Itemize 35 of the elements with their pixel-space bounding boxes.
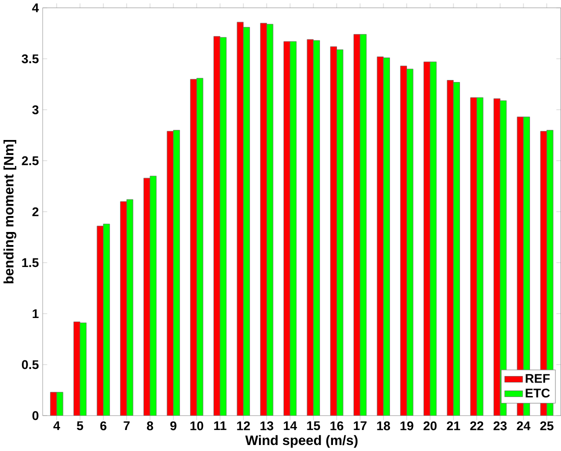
x-tick-label: 11 (214, 421, 226, 430)
x-tick-label: 21 (446, 421, 460, 430)
x-tick-label: 10 (190, 421, 204, 430)
y-axis-title: bending moment [Nm] (4, 140, 16, 284)
x-tick-label: 4 (53, 421, 60, 430)
x-tick-label: 14 (284, 421, 297, 430)
x-tick-label: 24 (516, 421, 530, 430)
x-tick-label: 13 (260, 421, 274, 430)
x-tick-label: 17 (354, 421, 367, 430)
y-tick-label: 1.5 (22, 258, 39, 267)
y-tick-label: 3 (32, 105, 38, 114)
x-tick-label: 7 (124, 421, 130, 430)
x-tick-label: 19 (400, 421, 414, 430)
x-axis-title: Wind speed (m/s) (245, 434, 358, 448)
legend-label: ETC (526, 388, 550, 398)
y-tick-label: 4 (32, 3, 39, 12)
x-tick-label: 16 (330, 421, 344, 430)
x-tick-label: 25 (540, 421, 554, 430)
x-tick-label: 18 (377, 421, 390, 430)
x-tick-label: 8 (146, 421, 154, 430)
x-tick-label: 6 (100, 421, 106, 430)
x-tick-label: 23 (494, 421, 507, 430)
y-tick-label: 2 (32, 207, 38, 216)
y-tick-label: 0 (32, 411, 38, 420)
x-tick-label: 20 (424, 421, 437, 430)
legend-label: REF (526, 374, 550, 383)
x-tick-label: 5 (76, 421, 84, 430)
y-tick-label: 0.5 (22, 360, 39, 369)
x-tick-label: 15 (307, 421, 320, 430)
y-tick-label: 2.5 (22, 156, 39, 166)
x-tick-label: 9 (170, 421, 176, 430)
x-tick-label: 22 (470, 421, 484, 430)
y-tick-label: 3.5 (22, 54, 39, 64)
y-tick-label: 1 (32, 309, 39, 318)
x-tick-label: 12 (237, 421, 250, 430)
